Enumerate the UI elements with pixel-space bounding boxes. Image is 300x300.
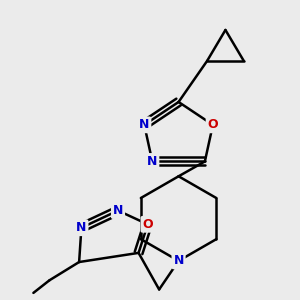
Text: N: N [139,118,149,131]
Text: N: N [147,155,158,168]
Text: O: O [208,118,218,131]
Text: O: O [142,218,153,231]
Text: N: N [113,204,123,217]
Text: N: N [76,221,87,234]
Text: N: N [173,254,184,267]
